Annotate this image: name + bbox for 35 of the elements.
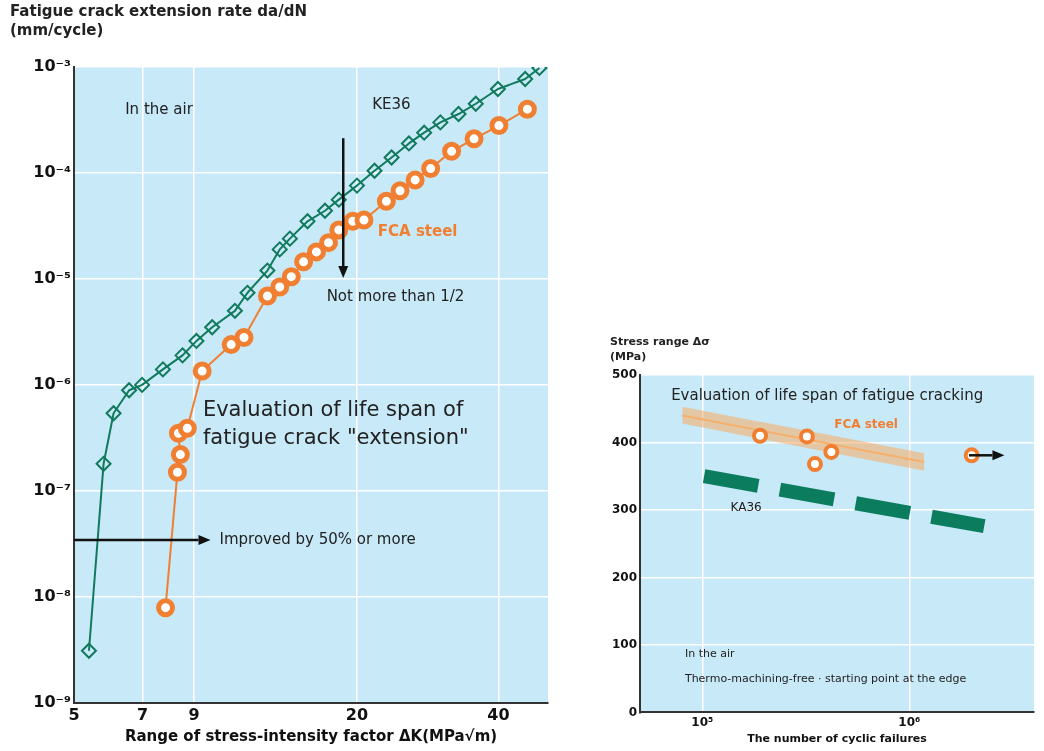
- x-axis-title: The number of cyclic failures: [747, 732, 928, 746]
- x-tick-label: 5: [68, 704, 80, 724]
- series-label: FCA steel: [377, 221, 458, 240]
- y-tick-label: 100: [611, 637, 637, 652]
- y-tick-label: 400: [611, 434, 637, 449]
- y-tick-label: 500: [611, 367, 637, 382]
- y-tick-label: 200: [611, 569, 637, 584]
- y-tick-label: 10⁻⁶: [33, 374, 71, 394]
- x-tick-label: 9: [188, 704, 200, 724]
- annotation: Evaluation of life span of fatigue cracking: [671, 385, 984, 404]
- x-tick-label: 7: [137, 704, 149, 724]
- series-label: KA36: [730, 499, 762, 514]
- y-tick-label: 0: [628, 704, 637, 719]
- x-axis-title: Range of stress-intensity factor ΔK(MPa√m): [124, 726, 498, 745]
- annotation: In the air: [684, 646, 735, 660]
- y-tick-label: 10⁻⁵: [33, 268, 71, 288]
- y-tick-label: 300: [611, 502, 637, 517]
- y-axis-title: Fatigue crack extension rate da/dN (mm/cycle): [10, 1, 307, 39]
- annotation: Improved by 50% or more: [219, 529, 416, 548]
- x-tick-label: 20: [345, 704, 369, 724]
- y-tick-label: 10⁻³: [33, 56, 71, 76]
- annotation: Not more than 1/2: [326, 287, 465, 306]
- x-tick-label: 10⁶: [898, 714, 921, 729]
- series-label: FCA steel: [834, 416, 898, 431]
- x-tick-label: 40: [487, 704, 510, 724]
- y-tick-label: 10⁻⁸: [33, 585, 71, 605]
- y-tick-label: 10⁻⁷: [33, 480, 71, 500]
- series-label: KE36: [372, 95, 411, 114]
- y-tick-label: 10⁻⁹: [33, 691, 71, 711]
- y-axis-title: Stress range Δσ (MPa): [610, 334, 710, 363]
- y-tick-label: 10⁻⁴: [33, 162, 71, 182]
- annotation: Evaluation of life span of fatigue crack "extension": [202, 396, 469, 449]
- annotation: Thermo-machining-free · starting point at the edge: [683, 671, 967, 685]
- x-tick-label: 10⁵: [691, 714, 714, 729]
- annotation: In the air: [125, 100, 194, 119]
